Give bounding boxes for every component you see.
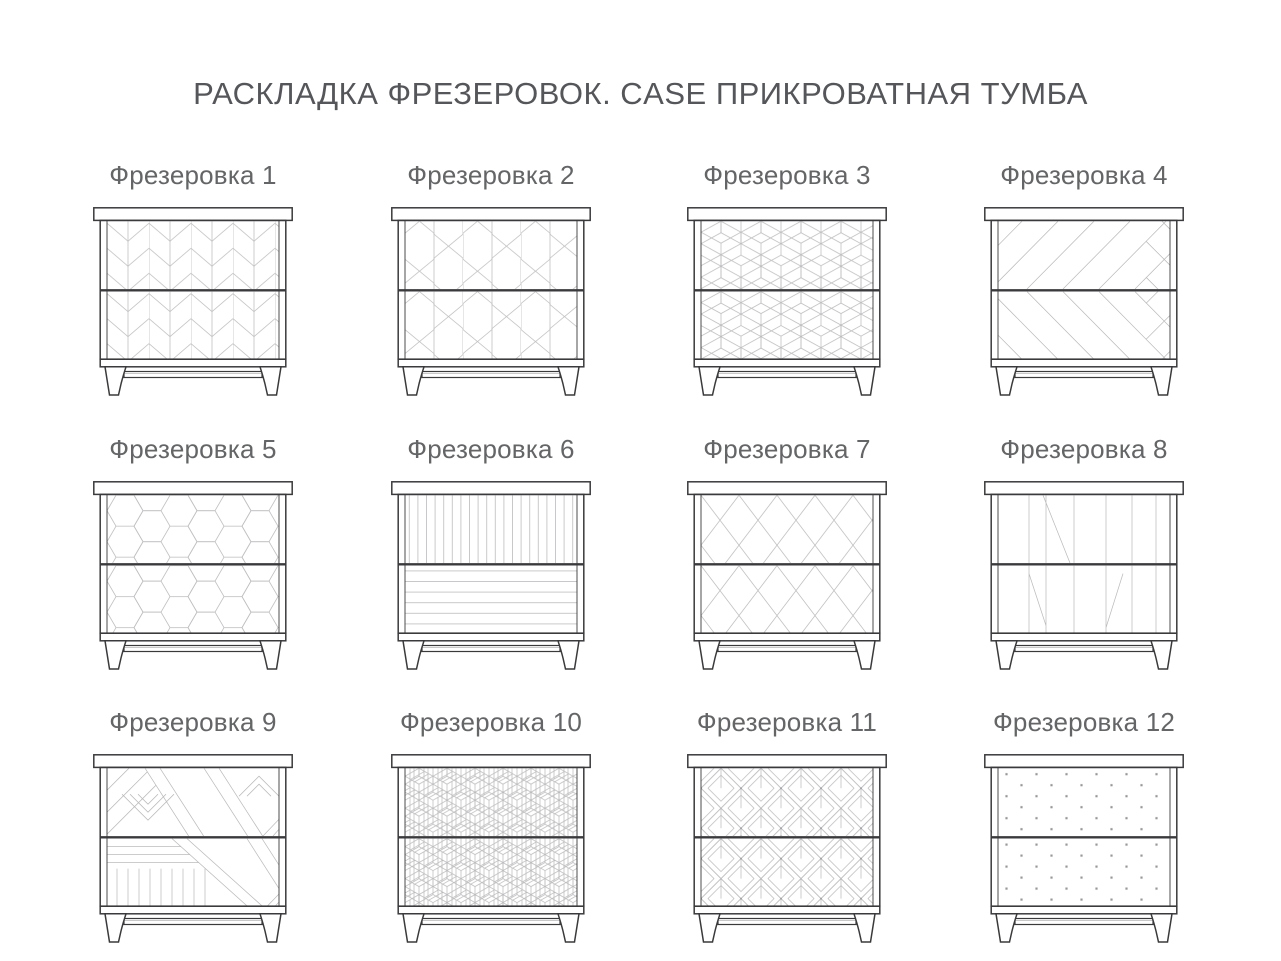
milling-label: Фрезеровка 5 xyxy=(109,434,277,464)
milling-figure: Фрезеровка 7 xyxy=(687,433,887,673)
milling-card-11: Фрезеровка 11 xyxy=(687,706,887,946)
milling-label: Фрезеровка 10 xyxy=(399,707,583,737)
milling-label: Фрезеровка 2 xyxy=(407,160,575,190)
nightstand-drawing-honeycomb-hexagons xyxy=(93,481,293,671)
milling-card-1: Фрезеровка 1 xyxy=(93,159,293,399)
nightstand-drawing-sparse-sticks xyxy=(984,481,1184,671)
nightstand-drawing-elongated-hexagons xyxy=(391,207,591,397)
milling-card-12: Фрезеровка 12 xyxy=(984,706,1184,946)
nightstand-drawing-patchwork-diagonal xyxy=(93,754,293,944)
milling-figure: Фрезеровка 9 xyxy=(93,706,293,946)
nightstand-drawing-parquet-cubes xyxy=(391,754,591,944)
milling-card-5: Фрезеровка 5 xyxy=(93,433,293,673)
nightstand-drawing-wide-chevron xyxy=(984,207,1184,397)
milling-figure: Фрезеровка 5 xyxy=(93,433,293,673)
milling-label: Фрезеровка 4 xyxy=(1000,160,1168,190)
milling-label: Фрезеровка 12 xyxy=(992,707,1176,737)
milling-figure: Фрезеровка 1 xyxy=(93,159,293,399)
milling-card-10: Фрезеровка 10 xyxy=(391,706,591,946)
milling-figure: Фрезеровка 4 xyxy=(984,159,1184,399)
milling-card-3: Фрезеровка 3 xyxy=(687,159,887,399)
milling-figure: Фрезеровка 11 xyxy=(687,706,887,946)
milling-card-6: Фрезеровка 6 xyxy=(391,433,591,673)
milling-card-4: Фрезеровка 4 xyxy=(984,159,1184,399)
milling-card-9: Фрезеровка 9 xyxy=(93,706,293,946)
milling-label: Фрезеровка 6 xyxy=(407,434,575,464)
milling-card-2: Фрезеровка 2 xyxy=(391,159,591,399)
milling-figure: Фрезеровка 3 xyxy=(687,159,887,399)
milling-card-8: Фрезеровка 8 xyxy=(984,433,1184,673)
milling-label: Фрезеровка 8 xyxy=(1000,434,1168,464)
milling-label: Фрезеровка 1 xyxy=(109,160,277,190)
nightstand-drawing-nested-diamonds xyxy=(687,754,887,944)
milling-figure: Фрезеровка 2 xyxy=(391,159,591,399)
milling-label: Фрезеровка 7 xyxy=(703,434,871,464)
milling-label: Фрезеровка 3 xyxy=(703,160,871,190)
nightstand-drawing-diamond-lattice xyxy=(687,481,887,671)
nightstand-drawing-chevron-columns xyxy=(93,207,293,397)
milling-figure: Фрезеровка 10 xyxy=(391,706,591,946)
nightstand-drawing-dot-grid xyxy=(984,754,1184,944)
nightstand-drawing-isometric-cubes xyxy=(687,207,887,397)
milling-card-7: Фрезеровка 7 xyxy=(687,433,887,673)
milling-figure: Фрезеровка 12 xyxy=(984,706,1184,946)
page-title: РАСКЛАДКА ФРЕЗЕРОВОК. CASE ПРИКРОВАТНАЯ … xyxy=(193,76,1088,111)
nightstand-drawing-vertical-horizontal-lines xyxy=(391,481,591,671)
milling-label: Фрезеровка 9 xyxy=(109,707,277,737)
milling-figure: Фрезеровка 8 xyxy=(984,433,1184,673)
milling-figure: Фрезеровка 6 xyxy=(391,433,591,673)
milling-label: Фрезеровка 11 xyxy=(696,707,878,737)
